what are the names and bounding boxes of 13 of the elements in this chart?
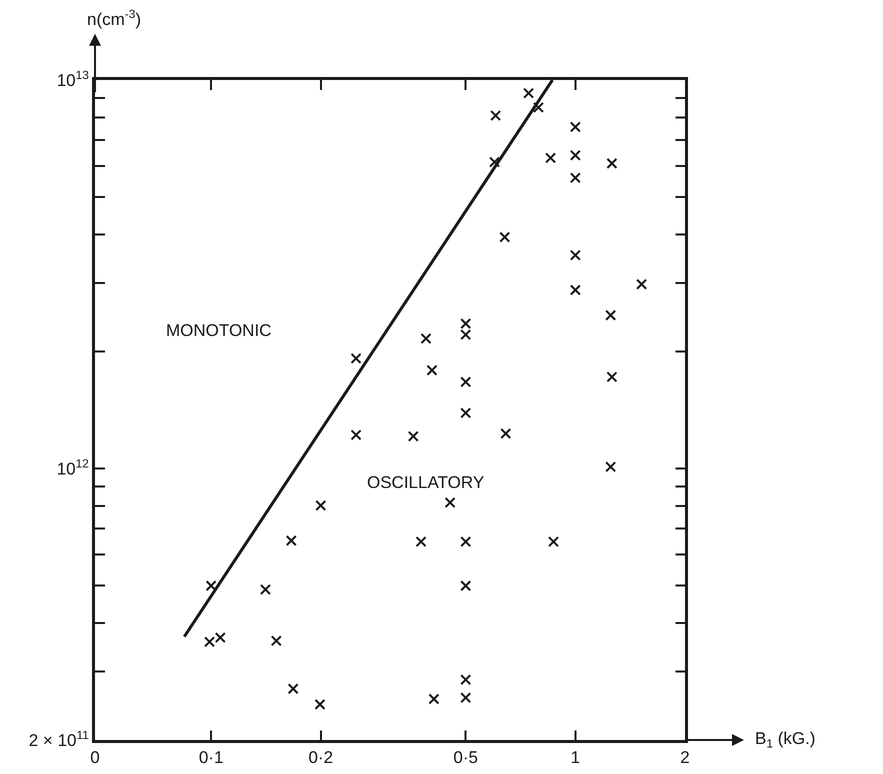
y-tick-label: 10$^{12}$ [56, 456, 90, 478]
x-axis-title: B$_{1}$ (kG.) [755, 729, 816, 751]
annotation: MONOTONIC [166, 321, 272, 340]
x-tick-label: 2 [680, 748, 690, 768]
x-tick-label: 0 [90, 748, 100, 768]
x-tick-label: 0·5 [453, 748, 478, 768]
y-tick-label: 10$^{13}$ [56, 68, 90, 90]
y-axis-title: n(cm$^{-3}$) [87, 7, 142, 30]
y-tick-label: 2 × 10$^{11}$ [28, 728, 90, 750]
annotation: OSCILLATORY [367, 473, 484, 492]
x-tick-label: 1 [570, 748, 580, 768]
x-tick-label: 0·1 [198, 748, 224, 768]
x-tick-label: 0·2 [308, 748, 334, 768]
